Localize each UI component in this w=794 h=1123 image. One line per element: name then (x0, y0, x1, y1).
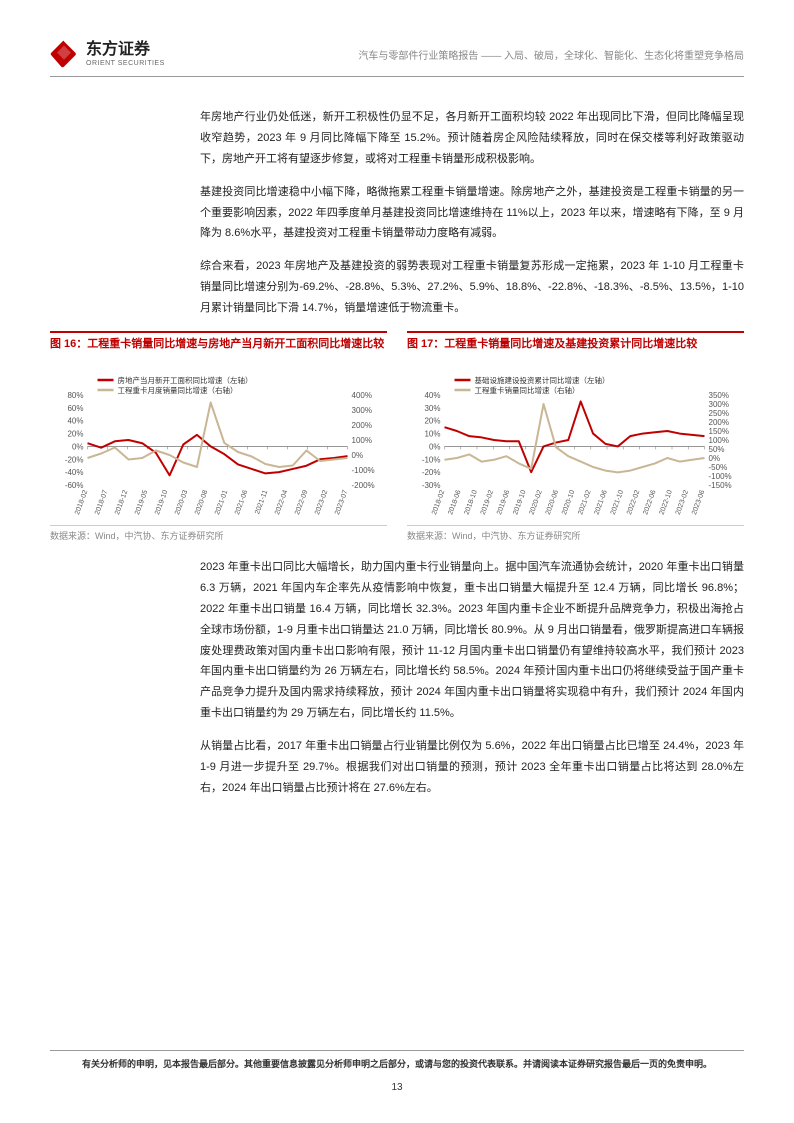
paragraph-3: 综合来看，2023 年房地产及基建投资的弱势表现对工程重卡销量复苏形成一定拖累，… (200, 256, 744, 319)
chart-17: 图 17：工程重卡销量同比增速及基建投资累计同比增速比较 基础设施建设投资累计同… (407, 331, 744, 542)
svg-text:房地产当月新开工面积同比增速（左轴）: 房地产当月新开工面积同比增速（左轴） (118, 375, 253, 385)
svg-text:2022-09: 2022-09 (294, 489, 309, 516)
svg-text:-40%: -40% (65, 468, 84, 477)
svg-text:40%: 40% (424, 391, 440, 400)
svg-text:2020-03: 2020-03 (174, 489, 189, 516)
header-subtitle: 汽车与零部件行业策略报告 —— 入局、破局，全球化、智能化、生态化将重塑竞争格局 (358, 47, 744, 62)
svg-text:20%: 20% (424, 417, 440, 426)
svg-text:20%: 20% (67, 430, 83, 439)
chart-16-source: 数据来源：Wind，中汽协、东方证券研究所 (50, 525, 387, 542)
svg-text:150%: 150% (709, 427, 729, 436)
svg-text:-10%: -10% (422, 455, 441, 464)
svg-text:2018-07: 2018-07 (94, 489, 109, 516)
svg-text:2019-10: 2019-10 (512, 489, 527, 516)
svg-text:2020-02: 2020-02 (529, 489, 544, 516)
svg-text:60%: 60% (67, 404, 83, 413)
svg-text:2019-06: 2019-06 (496, 489, 511, 516)
svg-text:2020-10: 2020-10 (561, 489, 576, 516)
svg-text:2023-06: 2023-06 (691, 489, 706, 516)
svg-text:-100%: -100% (709, 472, 732, 481)
svg-text:350%: 350% (709, 391, 729, 400)
svg-text:2022-02: 2022-02 (626, 489, 641, 516)
svg-text:2021-01: 2021-01 (214, 489, 229, 516)
paragraph-4: 2023 年重卡出口同比大幅增长，助力国内重卡行业销量向上。据中国汽车流通协会统… (200, 557, 744, 724)
charts-row: 图 16：工程重卡销量同比增速与房地产当月新开工面积同比增速比较 房地产当月新开… (50, 331, 744, 542)
svg-text:50%: 50% (709, 445, 725, 454)
svg-text:0%: 0% (72, 442, 84, 451)
body-section-2: 2023 年重卡出口同比大幅增长，助力国内重卡行业销量向上。据中国汽车流通协会统… (200, 557, 744, 799)
svg-text:0%: 0% (352, 451, 364, 460)
svg-text:-100%: -100% (352, 466, 375, 475)
svg-text:2021-10: 2021-10 (610, 489, 625, 516)
svg-text:2018-06: 2018-06 (447, 489, 462, 516)
svg-text:10%: 10% (424, 430, 440, 439)
logo-zh: 东方证券 (86, 42, 165, 58)
svg-text:2019-10: 2019-10 (154, 489, 169, 516)
svg-text:2019-02: 2019-02 (480, 489, 495, 516)
svg-text:2022-10: 2022-10 (659, 489, 674, 516)
chart-17-source: 数据来源：Wind，中汽协、东方证券研究所 (407, 525, 744, 542)
svg-text:2018-10: 2018-10 (464, 489, 479, 516)
svg-text:40%: 40% (67, 417, 83, 426)
svg-text:-60%: -60% (65, 481, 84, 490)
paragraph-1: 年房地产行业仍处低迷，新开工积极性仍显不足，各月新开工面积均较 2022 年出现… (200, 107, 744, 170)
svg-text:80%: 80% (67, 391, 83, 400)
svg-text:300%: 300% (709, 400, 729, 409)
svg-text:-20%: -20% (65, 455, 84, 464)
body-section-1: 年房地产行业仍处低迷，新开工积极性仍显不足，各月新开工面积均较 2022 年出现… (200, 107, 744, 319)
footer-disclaimer: 有关分析师的申明，见本报告最后部分。其他重要信息披露见分析师申明之后部分，或请与… (50, 1057, 744, 1070)
page-header: 东方证券 ORIENT SECURITIES 汽车与零部件行业策略报告 —— 入… (50, 40, 744, 77)
svg-text:400%: 400% (352, 391, 372, 400)
logo-icon (50, 40, 78, 68)
svg-text:工程重卡月度销量同比增速（右轴）: 工程重卡月度销量同比增速（右轴） (118, 385, 238, 395)
svg-text:2021-06: 2021-06 (594, 489, 609, 516)
logo-en: ORIENT SECURITIES (86, 60, 165, 67)
svg-text:2023-02: 2023-02 (314, 489, 329, 516)
page-footer: 有关分析师的申明，见本报告最后部分。其他重要信息披露见分析师申明之后部分，或请与… (50, 1050, 744, 1093)
chart-17-canvas: 基础设施建设投资累计同比增速（左轴）工程重卡销量同比增速（右轴） -30% -20%… (407, 371, 744, 521)
svg-text:-150%: -150% (709, 481, 732, 490)
svg-text:工程重卡销量同比增速（右轴）: 工程重卡销量同比增速（右轴） (475, 385, 580, 395)
svg-text:100%: 100% (352, 436, 372, 445)
svg-text:-20%: -20% (422, 468, 441, 477)
svg-text:0%: 0% (429, 442, 441, 451)
svg-text:-200%: -200% (352, 481, 375, 490)
svg-text:30%: 30% (424, 404, 440, 413)
svg-text:100%: 100% (709, 436, 729, 445)
svg-text:2018-12: 2018-12 (114, 489, 129, 516)
paragraph-5: 从销量占比看，2017 年重卡出口销量占行业销量比例仅为 5.6%，2022 年… (200, 736, 744, 799)
chart-17-title: 图 17：工程重卡销量同比增速及基建投资累计同比增速比较 (407, 331, 744, 365)
svg-text:基础设施建设投资累计同比增速（左轴）: 基础设施建设投资累计同比增速（左轴） (475, 375, 610, 385)
svg-text:2023-02: 2023-02 (675, 489, 690, 516)
svg-text:2018-02: 2018-02 (431, 489, 446, 516)
svg-text:0%: 0% (709, 454, 721, 463)
svg-text:200%: 200% (709, 418, 729, 427)
svg-text:200%: 200% (352, 421, 372, 430)
svg-text:-30%: -30% (422, 481, 441, 490)
chart-16: 图 16：工程重卡销量同比增速与房地产当月新开工面积同比增速比较 房地产当月新开… (50, 331, 387, 542)
paragraph-2: 基建投资同比增速稳中小幅下降，略微拖累工程重卡销量增速。除房地产之外，基建投资是… (200, 182, 744, 245)
logo-text: 东方证券 ORIENT SECURITIES (86, 42, 165, 67)
svg-text:2019-05: 2019-05 (134, 489, 149, 516)
logo-block: 东方证券 ORIENT SECURITIES (50, 40, 165, 68)
svg-text:2020-08: 2020-08 (194, 489, 209, 516)
chart-16-title: 图 16：工程重卡销量同比增速与房地产当月新开工面积同比增速比较 (50, 331, 387, 365)
svg-text:2021-02: 2021-02 (577, 489, 592, 516)
chart-16-canvas: 房地产当月新开工面积同比增速（左轴）工程重卡月度销量同比增速（右轴） -60% -4… (50, 371, 387, 521)
svg-text:2023-07: 2023-07 (334, 489, 349, 516)
svg-text:2021-11: 2021-11 (254, 489, 269, 515)
svg-text:2022-06: 2022-06 (642, 489, 657, 516)
svg-text:-50%: -50% (709, 463, 728, 472)
svg-text:2020-06: 2020-06 (545, 489, 560, 516)
page-number: 13 (50, 1082, 744, 1093)
svg-text:2018-02: 2018-02 (74, 489, 89, 516)
svg-text:2021-06: 2021-06 (234, 489, 249, 516)
svg-text:300%: 300% (352, 406, 372, 415)
svg-text:250%: 250% (709, 409, 729, 418)
svg-text:2022-04: 2022-04 (274, 489, 289, 516)
